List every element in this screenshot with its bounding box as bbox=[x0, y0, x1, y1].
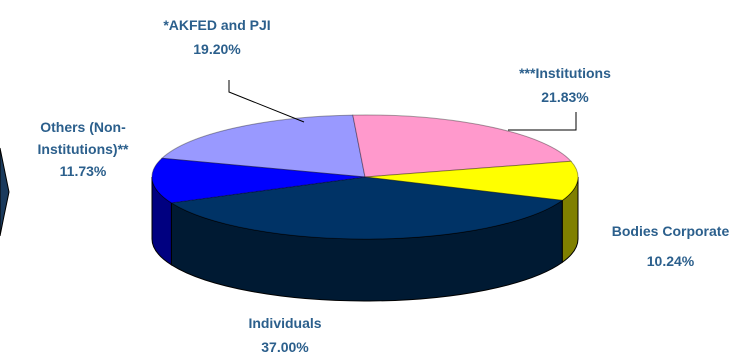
label-others: Others (Non- Institutions)** 11.73% bbox=[8, 116, 158, 182]
leader-lines bbox=[228, 80, 577, 131]
label-bodies-corporate: Bodies Corporate 10.24% bbox=[588, 220, 753, 272]
label-akfed-value: 19.20% bbox=[193, 41, 241, 57]
label-individuals: Individuals 37.00% bbox=[210, 312, 360, 358]
label-akfed-name: *AKFED and PJI bbox=[163, 17, 271, 33]
pie-tops bbox=[151, 114, 579, 240]
label-others-value: 11.73% bbox=[59, 163, 107, 179]
leader-line-institutions bbox=[508, 112, 577, 131]
slice-bodies-corporate bbox=[364, 160, 579, 201]
label-bodies-corporate-name: Bodies Corporate bbox=[611, 223, 730, 239]
label-institutions-value: 21.83% bbox=[541, 89, 589, 105]
slice-akfed-and-pji bbox=[160, 114, 366, 178]
label-institutions-name: ***Institutions bbox=[519, 65, 611, 81]
label-bodies-corporate-value: 10.24% bbox=[646, 253, 695, 269]
slice-individuals bbox=[169, 176, 564, 240]
label-individuals-name: Individuals bbox=[248, 315, 322, 331]
label-others-name-line2: Institutions)** bbox=[37, 141, 129, 157]
label-akfed: *AKFED and PJI 19.20% bbox=[142, 14, 292, 60]
partial-left-pie-slice bbox=[0, 147, 10, 237]
leader-line-akfed bbox=[228, 80, 305, 123]
label-institutions: ***Institutions 21.83% bbox=[490, 62, 640, 108]
label-individuals-value: 37.00% bbox=[261, 339, 309, 355]
partial-slice-edge bbox=[0, 147, 10, 237]
slice-institutions bbox=[352, 114, 573, 178]
slice-others-non-institutions bbox=[151, 157, 366, 204]
label-others-name-line1: Others (Non- bbox=[40, 119, 126, 135]
